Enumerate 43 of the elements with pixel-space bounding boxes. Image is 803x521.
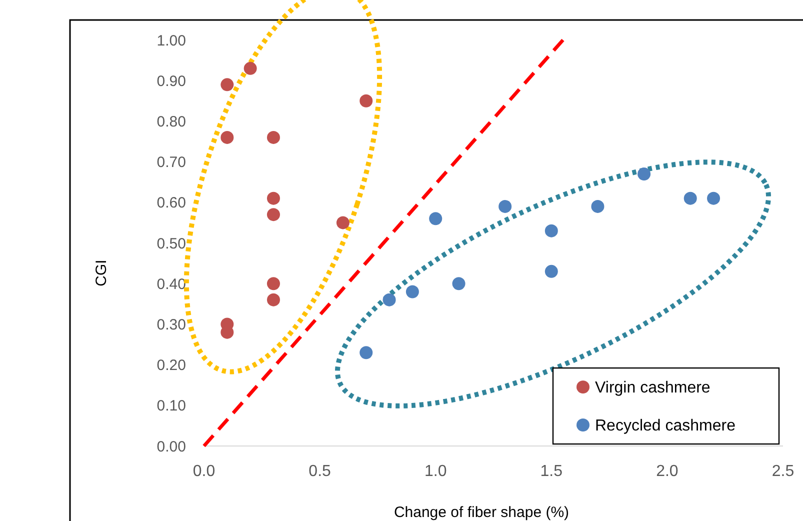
point bbox=[684, 192, 697, 205]
x-tick-label: 0.5 bbox=[308, 463, 332, 480]
x-tick-label: 1.5 bbox=[540, 463, 563, 480]
y-tick-label: 0.40 bbox=[156, 276, 186, 293]
x-axis-title: Change of fiber shape (%) bbox=[394, 504, 570, 521]
point bbox=[429, 212, 442, 226]
point bbox=[591, 200, 604, 213]
point bbox=[266, 208, 280, 222]
y-tick-label: 0.80 bbox=[156, 113, 186, 130]
y-tick-label: 0.70 bbox=[156, 154, 186, 172]
x-tick-label: 2.5 bbox=[772, 463, 794, 480]
point bbox=[336, 216, 350, 230]
point bbox=[498, 200, 512, 213]
x-tick-label: 1.0 bbox=[424, 463, 447, 480]
y-tick-label: 0.50 bbox=[156, 235, 186, 252]
y-tick-label: 0.90 bbox=[156, 72, 186, 90]
point bbox=[220, 78, 234, 92]
point bbox=[220, 130, 234, 144]
y-axis-title: CGI bbox=[93, 260, 110, 286]
point bbox=[382, 293, 396, 306]
point bbox=[266, 130, 280, 144]
point bbox=[406, 285, 419, 298]
y-tick-label: 0.00 bbox=[156, 438, 186, 456]
x-tick-label: 2.0 bbox=[656, 463, 678, 480]
point bbox=[544, 264, 558, 278]
y-tick-label: 0.10 bbox=[156, 398, 186, 415]
y-tick-label: 0.60 bbox=[156, 194, 186, 212]
point bbox=[360, 346, 373, 360]
point bbox=[266, 293, 280, 306]
y-tick-label: 0.30 bbox=[156, 316, 186, 334]
point bbox=[266, 277, 280, 290]
point bbox=[360, 94, 373, 108]
legend-label: Recycled cashmere bbox=[595, 418, 736, 435]
y-tick-label: 1.00 bbox=[156, 32, 186, 50]
y-tick-label: 0.20 bbox=[156, 357, 186, 374]
point bbox=[707, 192, 720, 205]
point bbox=[638, 167, 651, 180]
point bbox=[544, 224, 558, 238]
point bbox=[266, 192, 280, 205]
point bbox=[244, 62, 257, 75]
point bbox=[452, 277, 466, 290]
x-tick-label: 0.0 bbox=[192, 463, 216, 480]
legend-label: Virgin cashmere bbox=[595, 380, 710, 397]
